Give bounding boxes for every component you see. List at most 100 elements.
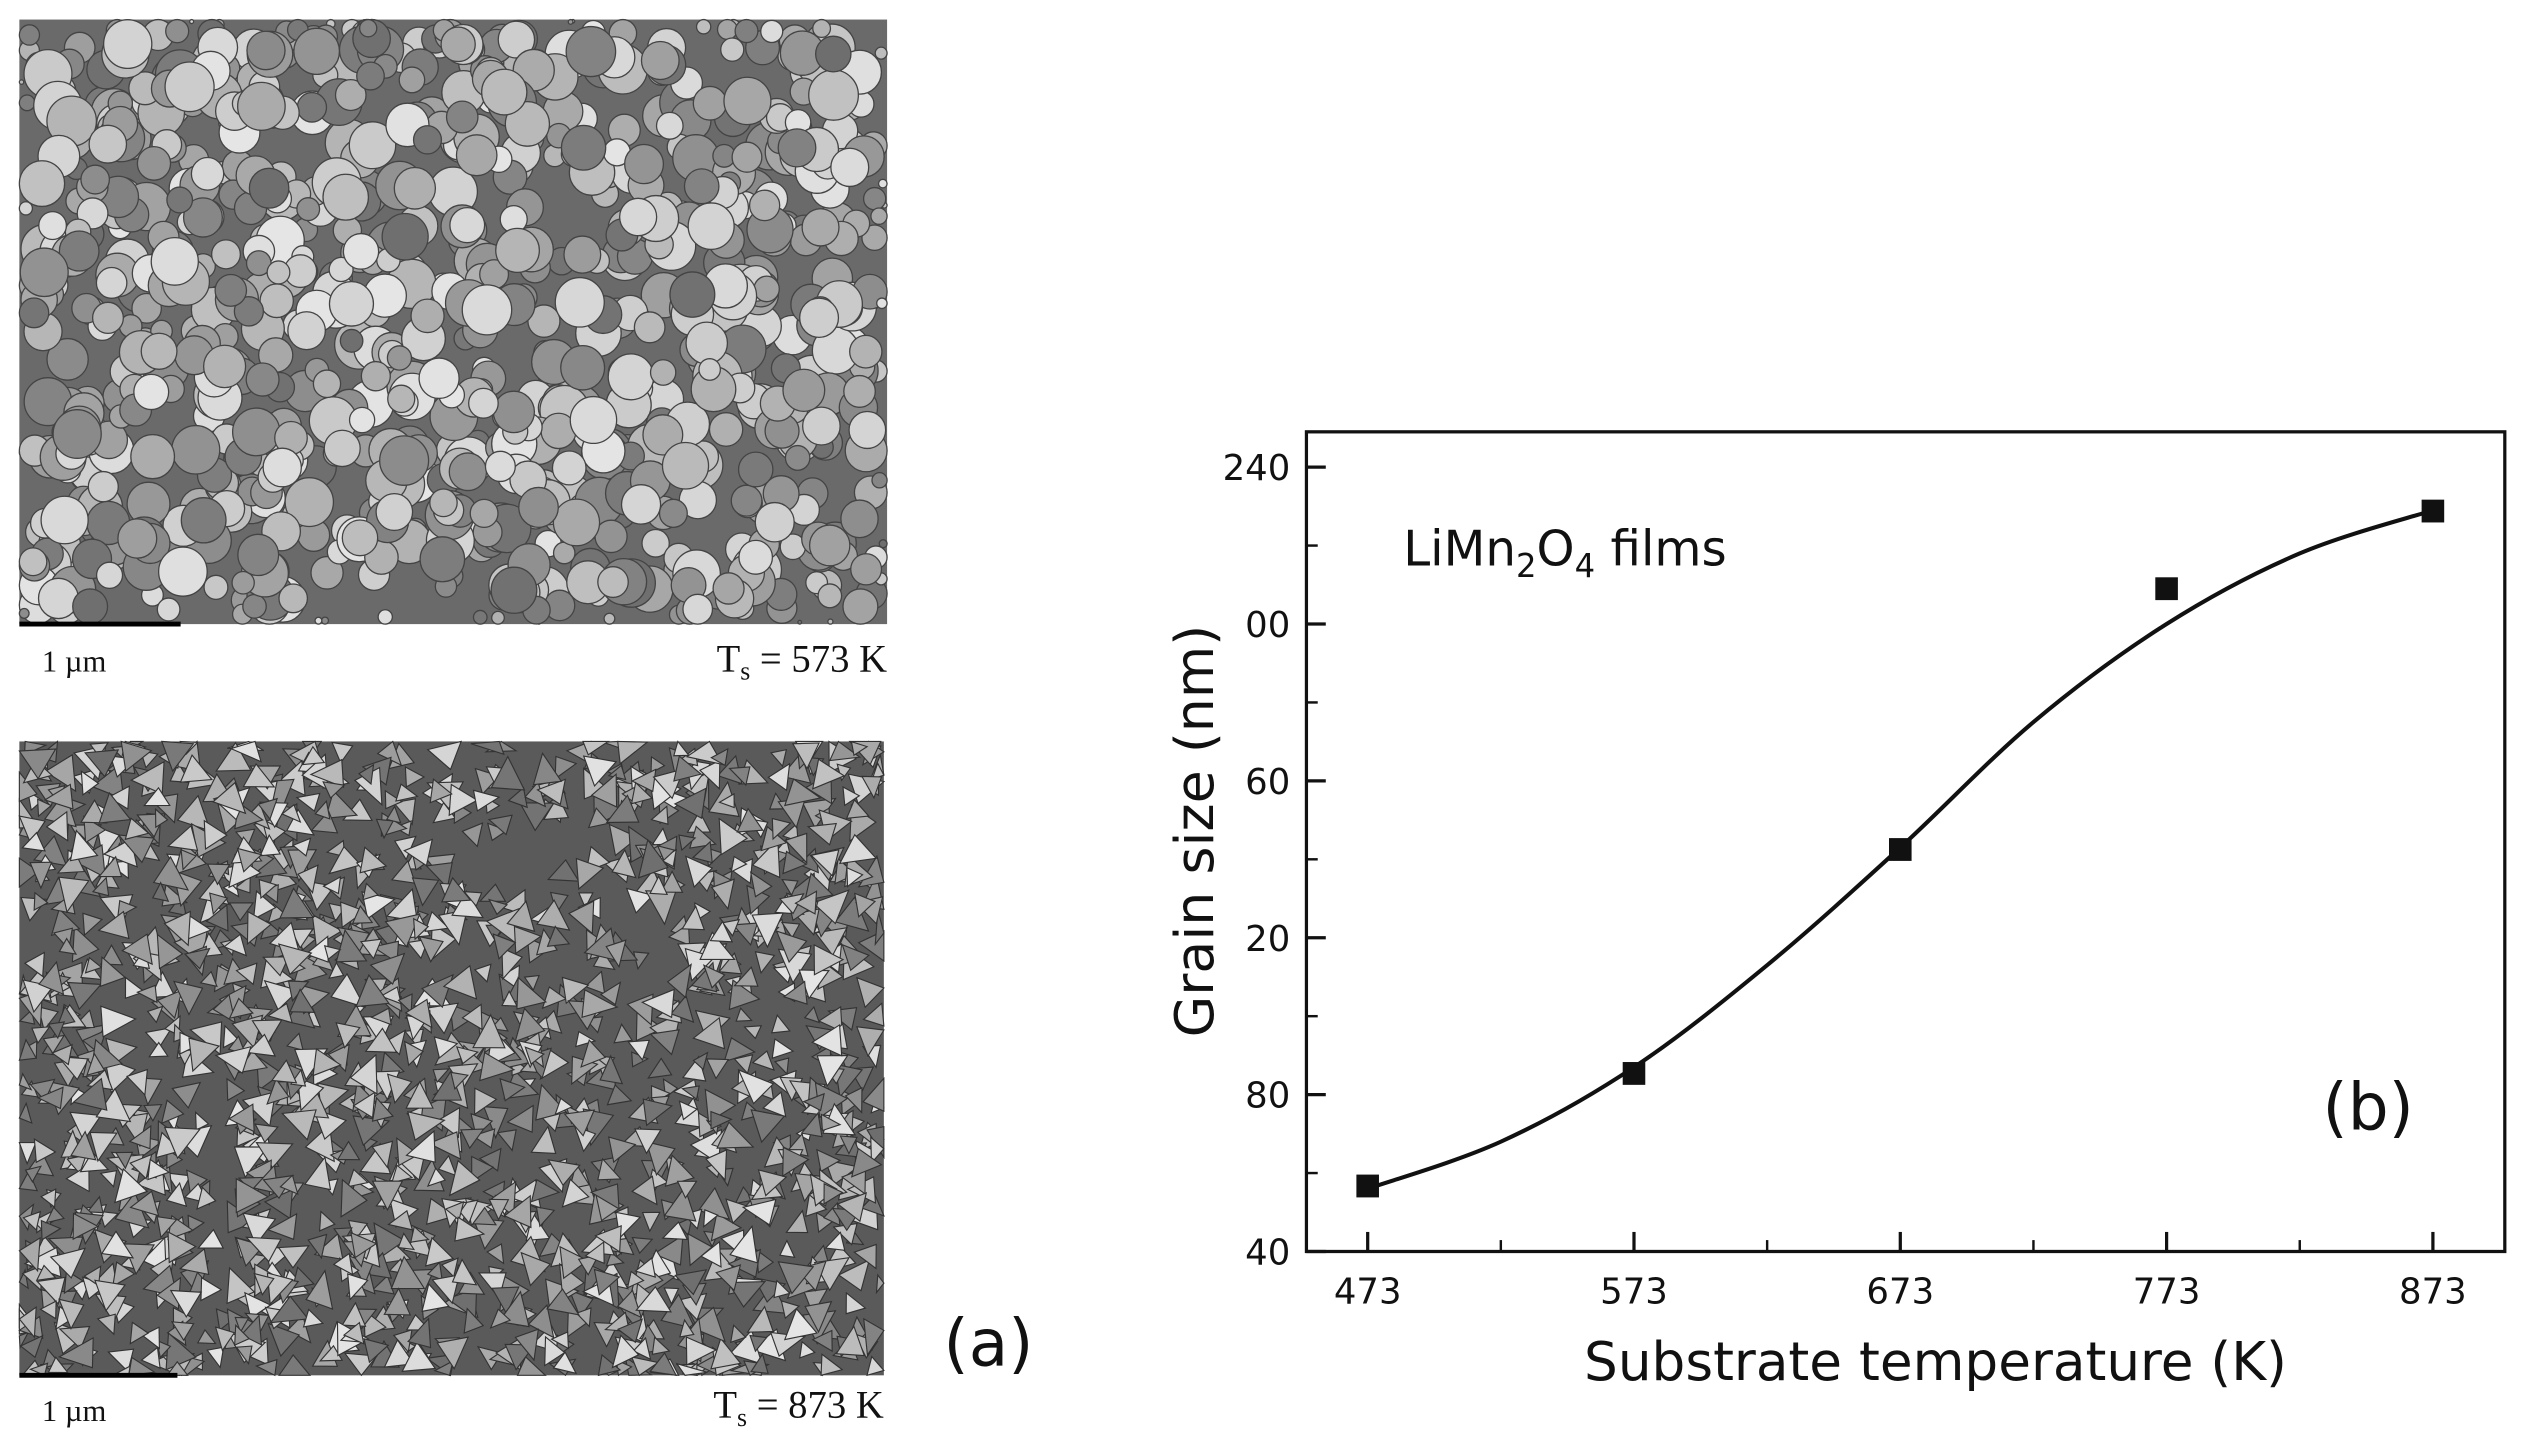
grain [587,807,611,829]
grain [733,1053,754,1075]
grain [842,588,879,625]
grain [100,1005,138,1038]
grain [751,912,785,949]
grain [149,970,176,999]
grain [23,951,45,978]
grain [877,178,888,189]
grain [341,1301,367,1327]
grain [853,1243,877,1270]
grain [427,1131,462,1161]
grain [429,778,453,804]
grain [495,227,540,274]
grain [816,1148,842,1173]
grain [632,1336,652,1361]
grain [312,369,342,399]
grain [613,1023,634,1044]
grain [361,891,396,920]
grain [698,759,721,791]
grain [296,197,321,222]
panel-label: (a) [944,1306,1034,1381]
grain [783,1307,818,1341]
grain [862,186,887,211]
grain [649,1029,680,1056]
grain [492,933,517,960]
grain [616,1318,644,1344]
grain [206,863,231,886]
grain [862,1076,885,1113]
grain [850,740,869,757]
grain [716,18,738,41]
grain [575,1030,597,1048]
grain [496,1129,517,1152]
grain [674,1269,708,1296]
grain [645,1141,676,1177]
data-point [2155,577,2178,601]
grain [603,612,616,625]
grain [69,829,99,862]
grain [547,1159,581,1187]
grain [750,1109,786,1144]
grain [729,1224,759,1264]
grain [348,121,397,170]
grain [615,1211,642,1240]
grain [143,786,171,807]
grain [166,186,194,214]
grain [524,781,547,808]
annotation: LiMn2O4 films [1403,521,1727,585]
grain [231,407,281,457]
grain [328,280,375,327]
grain [433,1036,459,1059]
grain [57,1336,94,1369]
grain [130,433,176,480]
grain [351,904,374,924]
grain [419,536,466,583]
grain [703,1209,719,1228]
grain [560,344,606,391]
grain [91,876,110,897]
grain [150,236,199,286]
grain [450,1071,470,1091]
grain [685,1336,718,1366]
grain [98,1210,120,1229]
grain [336,1140,361,1161]
grain [669,994,695,1024]
grain [492,390,536,434]
grain [487,898,509,916]
grain [461,1003,483,1031]
grain [650,805,669,825]
grain [799,297,840,339]
grain [802,406,841,446]
grain [403,838,434,867]
grain [215,741,252,772]
grain [180,497,227,544]
grain [418,935,444,963]
grain [732,922,759,947]
grain [246,910,272,946]
grain [817,1005,843,1033]
grain [84,956,103,974]
grain [741,1198,777,1226]
grain [762,1091,787,1118]
grain [285,1032,304,1051]
grain [37,577,79,620]
grain [870,207,888,225]
grain [384,913,421,948]
grain [209,892,229,916]
grain [725,1198,751,1225]
grain [50,1043,73,1066]
grain [410,298,445,334]
grain [429,488,458,518]
grain [291,1266,316,1289]
grain [678,834,697,852]
grain [830,147,870,188]
grain [19,1334,44,1359]
grain [241,1090,277,1128]
grain [575,857,605,891]
grain [148,1041,169,1058]
grain [650,755,666,774]
grain [340,1178,368,1218]
grain [554,276,605,328]
grain [328,845,362,875]
grain [473,963,492,983]
grain [245,1033,277,1057]
